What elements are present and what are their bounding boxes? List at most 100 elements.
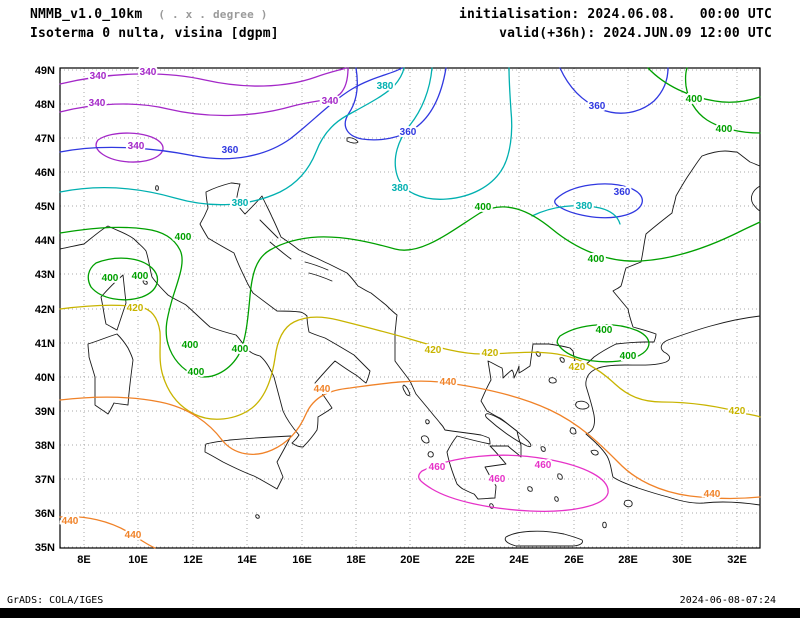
lat-tick-label: 42N: [35, 304, 55, 316]
resolution-note: ( . x . degree ): [158, 8, 268, 21]
contour-label-360: 360: [589, 101, 606, 112]
coastline: [575, 400, 590, 410]
contour-line-420: [59, 304, 761, 420]
contour-label-340: 340: [140, 67, 157, 78]
contour-label-400: 400: [232, 344, 249, 355]
contour-label-380: 380: [232, 198, 249, 209]
contour-line-460: [418, 454, 609, 512]
lat-tick-label: 49N: [35, 65, 55, 77]
header-row-2: Isoterma 0 nulta, visina [dgpm] valid(+3…: [30, 26, 772, 41]
coastline: [602, 521, 607, 529]
contour-line-360: [554, 183, 643, 219]
lon-tick-label: 28E: [618, 554, 638, 566]
contour-label-440: 440: [704, 489, 721, 500]
contour-label-400: 400: [686, 94, 703, 105]
contour-label-380: 380: [576, 201, 593, 212]
contour-label-340: 340: [322, 96, 339, 107]
lon-tick-label: 16E: [292, 554, 312, 566]
contour-label-340: 340: [89, 98, 106, 109]
valid-time-label: valid(+36h): 2024.JUN.09 12:00 UTC: [499, 26, 772, 41]
lon-tick-label: 18E: [346, 554, 366, 566]
contour-line-380: [394, 67, 513, 200]
init-time-label: initialisation: 2024.06.08. 00:00 UTC: [458, 7, 772, 22]
contour-label-420: 420: [729, 406, 746, 417]
contour-label-460: 460: [489, 474, 506, 485]
contour-label-400: 400: [716, 124, 733, 135]
lat-tick-label: 43N: [35, 269, 55, 281]
contour-line-360: [59, 67, 403, 160]
grads-credit: GrADS: COLA/IGES: [7, 595, 104, 606]
contour-line-440: [59, 515, 156, 549]
lat-tick-label: 39N: [35, 406, 55, 418]
contour-line-340: [59, 67, 347, 87]
coastline: [585, 315, 761, 506]
lon-tick-label: 14E: [237, 554, 257, 566]
lat-tick-label: 41N: [35, 338, 55, 350]
contour-label-420: 420: [425, 345, 442, 356]
contour-line-380: [59, 67, 405, 206]
lat-tick-label: 44N: [35, 235, 55, 247]
contour-line-400: [59, 206, 761, 378]
contour-label-400: 400: [102, 273, 119, 284]
coastline: [527, 486, 533, 492]
coastline: [554, 496, 559, 502]
contour-label-380: 380: [392, 183, 409, 194]
footer-row: GrADS: COLA/IGES 2024-06-08-07:24: [7, 595, 776, 606]
map-svg: 8E 10E 12E 14E 16E 18E 20E 22E 24E 26E 28E 30E 32E 49…: [35, 65, 761, 566]
contour-label-400: 400: [620, 351, 637, 362]
coastline: [308, 272, 333, 282]
contour-label-400: 400: [182, 340, 199, 351]
contour-label-400: 400: [475, 202, 492, 213]
lon-tick-label: 22E: [455, 554, 475, 566]
coastline: [590, 449, 599, 456]
lat-tick-label: 46N: [35, 167, 55, 179]
creation-timestamp: 2024-06-08-07:24: [679, 595, 776, 606]
contour-label-380: 380: [377, 81, 394, 92]
contour-label-400: 400: [175, 232, 192, 243]
coastline: [559, 357, 565, 363]
contour-line-400: [684, 67, 761, 134]
lon-tick-label: 12E: [183, 554, 203, 566]
lon-tick-label: 10E: [128, 554, 148, 566]
contour-label-440: 440: [125, 530, 142, 541]
contour-label-460: 460: [535, 460, 552, 471]
coastline: [427, 451, 434, 458]
lon-tick-label: 32E: [727, 554, 747, 566]
coastline: [155, 185, 159, 191]
contour-label-420: 420: [127, 303, 144, 314]
lat-tick-label: 47N: [35, 133, 55, 145]
contour-line-400: [556, 324, 650, 363]
contour-label-360: 360: [222, 145, 239, 156]
contour-label-340: 340: [128, 141, 145, 152]
coastline: [59, 150, 761, 500]
lat-tick-label: 45N: [35, 201, 55, 213]
lon-tick-label: 8E: [77, 554, 90, 566]
contour-label-360: 360: [400, 127, 417, 138]
contour-label-360: 360: [614, 187, 631, 198]
map-frame: [59, 67, 761, 549]
coastline: [142, 280, 148, 285]
lon-tick-label: 30E: [672, 554, 692, 566]
coastline: [540, 446, 546, 452]
coastline: [304, 261, 329, 271]
field-title: Isoterma 0 nulta, visina [dgpm]: [30, 26, 279, 41]
coastline: [623, 499, 633, 508]
contour-label-440: 440: [314, 384, 331, 395]
lat-tick-label: 37N: [35, 474, 55, 486]
contour-label-400: 400: [596, 325, 613, 336]
contour-label-460: 460: [429, 462, 446, 473]
coastline: [255, 514, 260, 519]
lat-tick-label: 40N: [35, 372, 55, 384]
coastline: [750, 185, 761, 212]
contour-label-420: 420: [569, 362, 586, 373]
contour-label-440: 440: [62, 516, 79, 527]
contour-label-440: 440: [440, 377, 457, 388]
header-left-1: NMMB_v1.0_10km ( . x . degree ): [30, 7, 268, 22]
coastline: [259, 219, 279, 239]
contour-label-340: 340: [90, 71, 107, 82]
contour-label-420: 420: [482, 348, 499, 359]
contour-label-400: 400: [188, 367, 205, 378]
coastline: [485, 413, 532, 448]
coastline: [548, 377, 557, 384]
